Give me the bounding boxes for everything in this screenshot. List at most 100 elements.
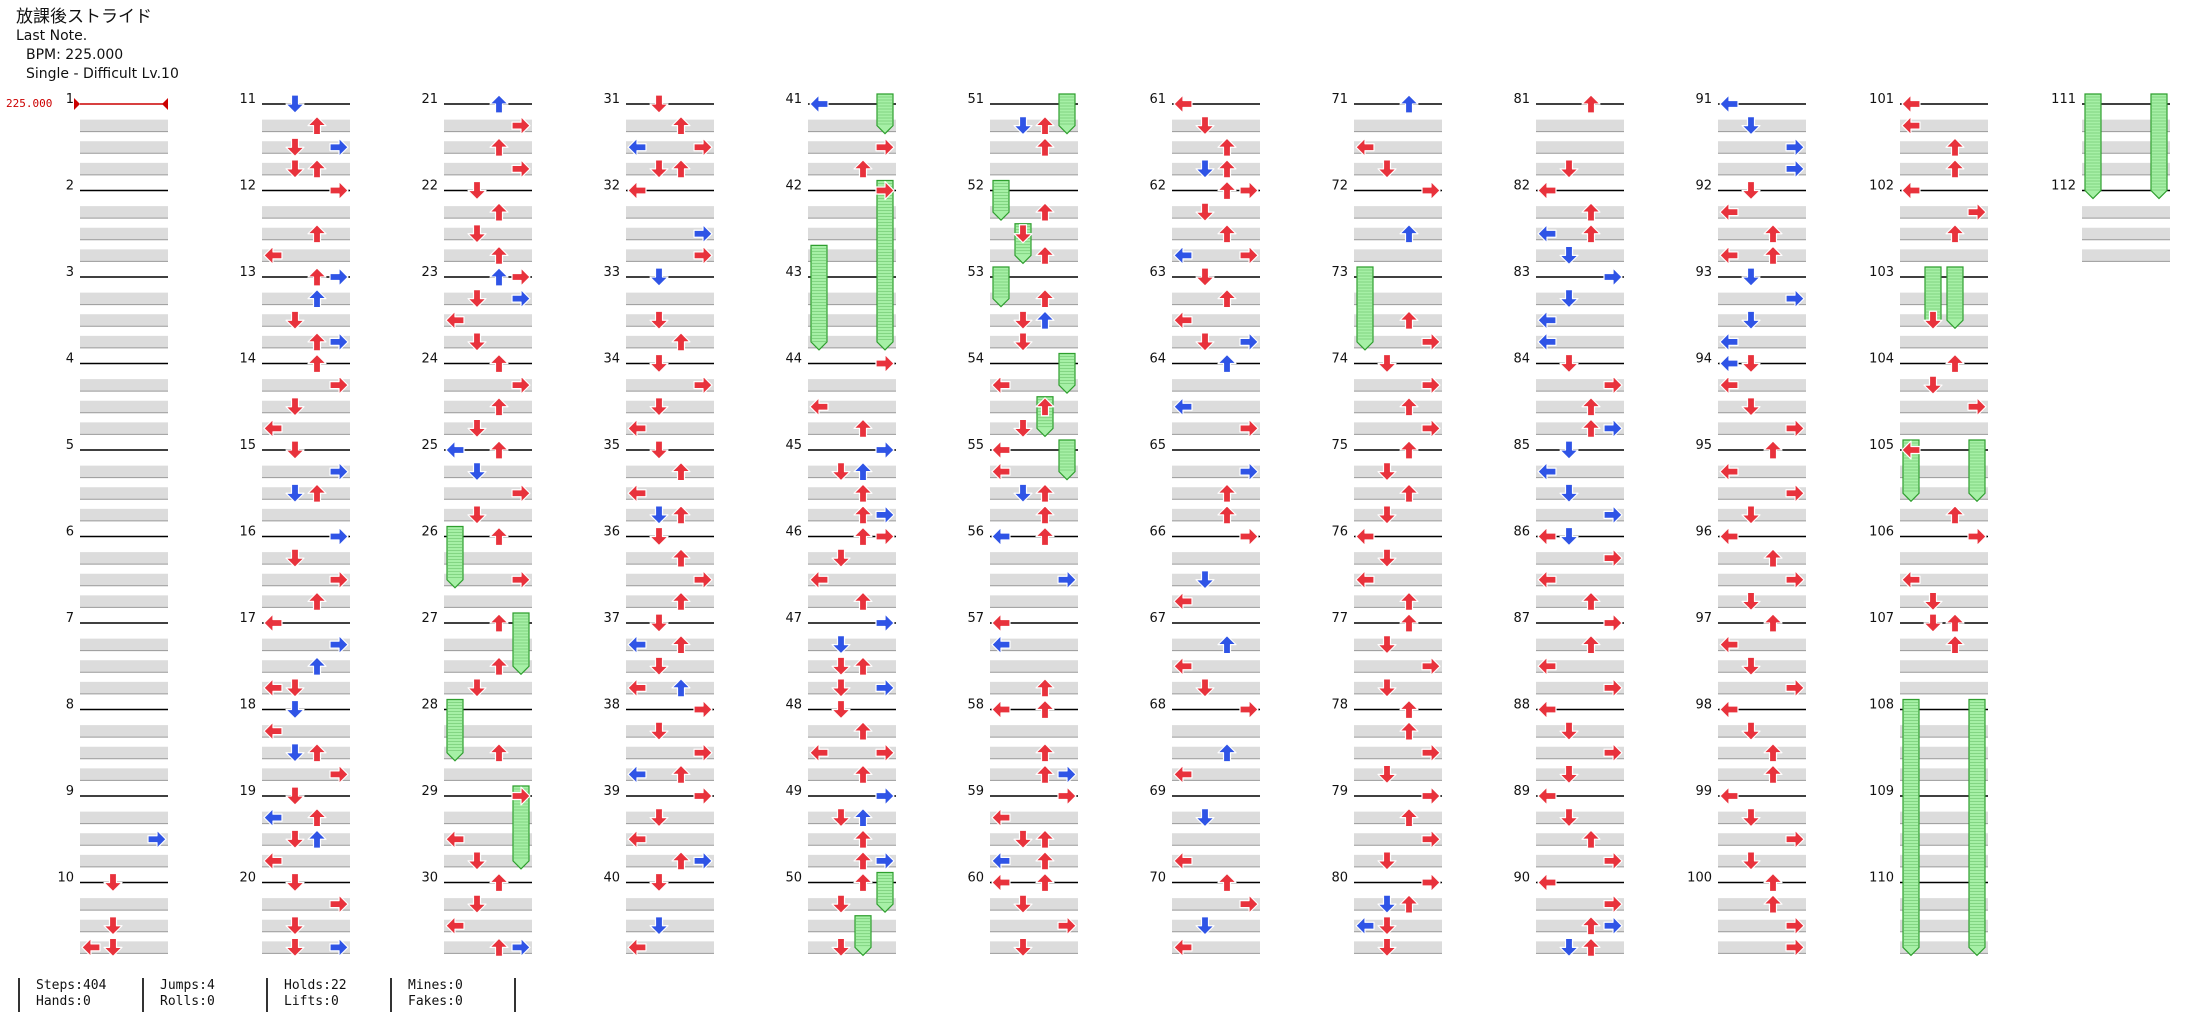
arrow-shape: [1217, 743, 1237, 763]
beat-band: [80, 487, 168, 500]
arrow-shape: [329, 267, 349, 287]
arrow-shape: [649, 721, 669, 741]
arrow-shape: [693, 245, 713, 265]
song-artist: Last Note.: [16, 28, 88, 44]
arrow-note: [1173, 937, 1193, 957]
arrow-note: [693, 786, 713, 806]
arrow-shape: [1377, 635, 1397, 655]
arrow-shape: [1763, 764, 1783, 784]
arrow-note: [285, 159, 305, 179]
arrow-shape: [1239, 418, 1259, 438]
arrow-note: [147, 829, 167, 849]
arrow-shape: [263, 721, 283, 741]
arrow-note: [1901, 180, 1921, 201]
hold-note: [854, 915, 872, 957]
arrow-shape: [853, 764, 873, 784]
beat-band: [1900, 833, 1988, 846]
arrow-shape: [1173, 397, 1193, 417]
beat-band: [808, 162, 896, 175]
arrow-shape: [1967, 202, 1987, 222]
arrow-shape: [1173, 94, 1193, 114]
arrow-note: [285, 94, 305, 114]
arrow-note: [649, 721, 669, 741]
beat-band: [808, 227, 896, 240]
bpm-marker-label: 225.000: [6, 97, 52, 110]
measure-number: 9: [66, 784, 74, 799]
arrow-note: [1967, 397, 1987, 417]
hold-note: [1058, 93, 1076, 135]
arrow-shape: [627, 418, 647, 438]
arrow-note: [1057, 916, 1077, 936]
beat-band: [990, 919, 1078, 932]
beat-band: [626, 335, 714, 348]
arrow-shape: [1967, 526, 1987, 547]
arrow-shape: [991, 635, 1011, 655]
arrow-note: [1741, 353, 1761, 374]
beat-band: [990, 292, 1078, 305]
arrow-note: [1239, 180, 1259, 201]
beat-band: [444, 292, 532, 305]
beat-band: [80, 898, 168, 911]
beat-band: [626, 465, 714, 478]
arrow-note: [1377, 635, 1397, 655]
beat-band: [990, 638, 1078, 651]
arrow-shape: [1741, 310, 1761, 330]
measure-number: 110: [1869, 871, 1894, 886]
arrow-note: [1195, 332, 1215, 352]
beat-band: [2082, 141, 2170, 154]
arrow-shape: [831, 462, 851, 482]
beat-band: [1900, 249, 1988, 262]
arrow-note: [671, 462, 691, 482]
measure-number: 2: [66, 179, 74, 194]
arrow-shape: [1217, 483, 1237, 503]
arrow-note: [263, 808, 283, 828]
arrow-shape: [693, 137, 713, 157]
measure-number: 39: [603, 784, 620, 799]
beat-band: [1718, 941, 1806, 954]
arrow-note: [875, 851, 895, 871]
arrow-shape: [489, 743, 509, 763]
arrow-note: [1057, 764, 1077, 784]
arrow-note: [1581, 94, 1601, 114]
beat-band: [808, 335, 896, 348]
arrow-shape: [1377, 764, 1397, 784]
beat-band: [990, 422, 1078, 435]
arrow-shape: [1581, 916, 1601, 936]
arrow-shape: [1377, 678, 1397, 698]
stat-group-4: Mines:0 Fakes:0: [392, 978, 516, 1012]
beat-band: [1718, 119, 1806, 132]
arrow-shape: [853, 159, 873, 179]
stat-lifts: Lifts:0: [284, 994, 339, 1009]
arrow-shape: [1741, 591, 1761, 611]
arrow-shape: [307, 224, 327, 244]
beat-band: [626, 941, 714, 954]
arrow-shape: [307, 656, 327, 676]
beat-band: [444, 465, 532, 478]
arrow-shape: [285, 94, 305, 114]
beat-band: [808, 573, 896, 586]
beat-band: [262, 573, 350, 586]
arrow-note: [627, 635, 647, 655]
beat-band: [1172, 508, 1260, 521]
beat-band: [1354, 400, 1442, 413]
beat-band: [262, 314, 350, 327]
beat-band: [80, 681, 168, 694]
arrow-shape: [263, 808, 283, 828]
arrow-note: [649, 267, 669, 287]
hold-body: [876, 179, 894, 351]
measure-number: 96: [1695, 525, 1712, 540]
arrow-shape: [649, 526, 669, 547]
arrow-note: [1377, 764, 1397, 784]
arrow-shape: [467, 462, 487, 482]
beat-band: [1354, 660, 1442, 673]
arrow-note: [1763, 224, 1783, 244]
hold-body: [810, 244, 828, 351]
arrow-note: [285, 397, 305, 417]
arrow-shape: [329, 375, 349, 395]
beat-band: [1354, 811, 1442, 824]
arrow-note: [1377, 159, 1397, 179]
measure-number: 77: [1331, 611, 1348, 626]
arrow-note: [1559, 937, 1579, 957]
arrow-shape: [1785, 137, 1805, 157]
arrow-note: [649, 505, 669, 525]
